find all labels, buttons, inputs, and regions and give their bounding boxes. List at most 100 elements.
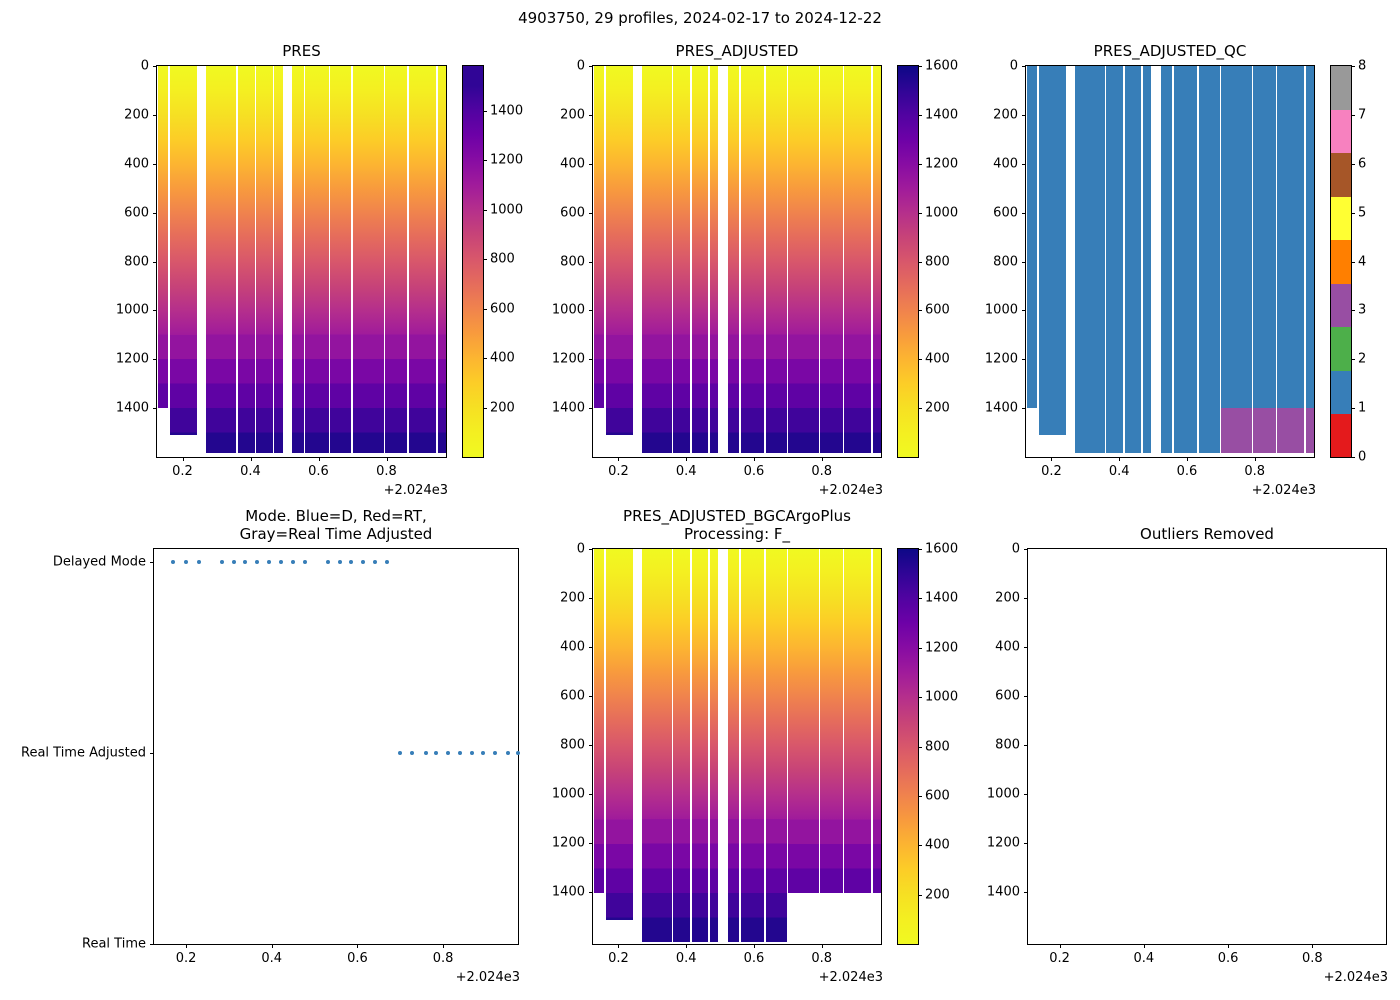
y-axis-tick xyxy=(153,408,157,410)
y-tick-label: 400 xyxy=(560,156,585,172)
x-tick-label: 0.6 xyxy=(1217,951,1239,966)
profile-column xyxy=(691,66,709,454)
colorbar-tick xyxy=(1351,212,1355,214)
colorbar-tick-label: 2 xyxy=(1358,351,1367,367)
colorbar-tick-label: 0 xyxy=(1358,449,1367,465)
profile-column xyxy=(844,549,872,893)
profile-column xyxy=(691,549,709,942)
profile-column xyxy=(844,66,872,454)
y-axis-tick xyxy=(153,66,157,67)
profile-column xyxy=(1253,66,1276,454)
y-tick-label: 1400 xyxy=(551,400,585,416)
colorbar-tick xyxy=(483,358,487,359)
y-axis-tick xyxy=(1024,892,1028,894)
x-axis-tick xyxy=(686,457,688,461)
x-tick-label: 0.6 xyxy=(743,464,765,479)
profile-column xyxy=(1305,66,1314,454)
y-axis-tick xyxy=(589,359,593,361)
colorbar-qc-segment xyxy=(1331,413,1351,458)
profile-column xyxy=(765,66,787,454)
y-axis-tick xyxy=(589,647,593,649)
axes-outliers: Outliers Removed 0.2 0.4 0.6 0.8 +2.024e3 0 20… xyxy=(987,525,1388,985)
x-tick-label: 0.4 xyxy=(1133,951,1155,966)
mode-dot xyxy=(303,560,308,565)
colorbar-tick xyxy=(918,261,922,263)
colorbar-tick xyxy=(1351,114,1355,116)
y-tick-label: 200 xyxy=(995,590,1020,606)
y-axis-tick xyxy=(589,212,593,214)
mode-dot xyxy=(458,751,463,756)
profile-column xyxy=(594,66,605,409)
y-tick-label: 1000 xyxy=(551,786,585,802)
profile-column xyxy=(1220,66,1252,454)
y-axis-tick xyxy=(589,549,593,550)
colorbar-tick xyxy=(918,746,922,748)
x-axis-tick xyxy=(686,944,688,948)
colorbar-tick-label: 200 xyxy=(925,887,950,903)
profile-column xyxy=(1142,66,1152,454)
profile-column xyxy=(1106,66,1124,454)
y-axis-tick xyxy=(153,310,157,312)
x-axis-offset-label: +2.024e3 xyxy=(1323,970,1388,985)
colorbar-tick xyxy=(483,110,487,112)
colorbar-tick xyxy=(483,160,487,162)
profile-column xyxy=(1124,66,1142,454)
y-tick-label: 0 xyxy=(1009,58,1018,74)
x-tick-label: 0.2 xyxy=(175,951,197,966)
colorbar-tick xyxy=(918,114,922,116)
y-axis-tick xyxy=(1022,261,1026,263)
panel-title-mode: Mode. Blue=D, Red=RT, Gray=Real Time Adj… xyxy=(239,506,433,544)
profile-column xyxy=(292,66,304,454)
x-axis-tick xyxy=(186,944,188,948)
colorbar-tick-label: 1000 xyxy=(490,202,524,218)
colorbar-tick-label: 1600 xyxy=(925,58,959,74)
y-tick-label: 1200 xyxy=(551,351,585,367)
colorbar-tick-label: 200 xyxy=(490,400,515,415)
profile-column xyxy=(1173,66,1198,454)
y-tick-label: 200 xyxy=(560,107,585,123)
y-tick-label: 400 xyxy=(560,639,585,655)
colorbar-tick-label: 200 xyxy=(925,400,950,416)
y-axis-tick xyxy=(589,843,593,845)
y-tick-label: 1000 xyxy=(115,302,149,318)
colorbar-tick xyxy=(918,359,922,361)
y-axis-tick xyxy=(589,66,593,67)
profile-column xyxy=(740,66,765,454)
profile-column xyxy=(765,549,787,942)
panel-title-pres: PRES xyxy=(282,42,321,61)
x-axis-tick xyxy=(443,944,445,948)
x-axis-tick xyxy=(250,457,252,461)
mode-category-label: Real Time Adjusted xyxy=(21,745,146,761)
colorbar-tick xyxy=(918,697,922,699)
x-axis-offset-label: +2.024e3 xyxy=(383,483,448,498)
profile-column xyxy=(787,549,819,893)
mode-dot xyxy=(291,560,296,565)
y-tick-label: 0 xyxy=(1011,541,1020,557)
axes-pres-adjusted-qc: PRES_ADJUSTED_QC 0.2 0.4 0.6 0.8 +2.024e3 0 20… xyxy=(985,42,1316,498)
y-axis-tick xyxy=(1024,843,1028,845)
profile-column xyxy=(727,66,740,454)
y-tick-label: 1000 xyxy=(984,302,1018,318)
y-tick-label: 400 xyxy=(995,639,1020,655)
mode-dot xyxy=(361,560,366,565)
y-tick-label: 600 xyxy=(124,205,149,221)
y-tick-label: 0 xyxy=(576,541,585,557)
colorbar-tick-label: 800 xyxy=(925,739,950,754)
colorbar-tick xyxy=(1351,163,1355,165)
y-axis-tick xyxy=(153,359,157,361)
x-axis-tick xyxy=(1051,457,1053,461)
y-axis-tick xyxy=(589,794,593,796)
x-axis-tick xyxy=(357,944,359,948)
x-axis-tick xyxy=(753,944,755,948)
profile-column xyxy=(594,549,605,893)
colorbar-tick-label: 1000 xyxy=(925,205,959,221)
mode-dot xyxy=(279,560,284,565)
y-axis-tick xyxy=(589,598,593,600)
y-axis-tick xyxy=(589,114,593,116)
profile-column xyxy=(158,66,169,409)
x-axis-tick xyxy=(182,457,184,461)
profile-column xyxy=(330,66,352,454)
profile-column xyxy=(872,549,881,893)
y-axis-tick xyxy=(589,163,593,165)
colorbar-tick xyxy=(1351,310,1355,312)
